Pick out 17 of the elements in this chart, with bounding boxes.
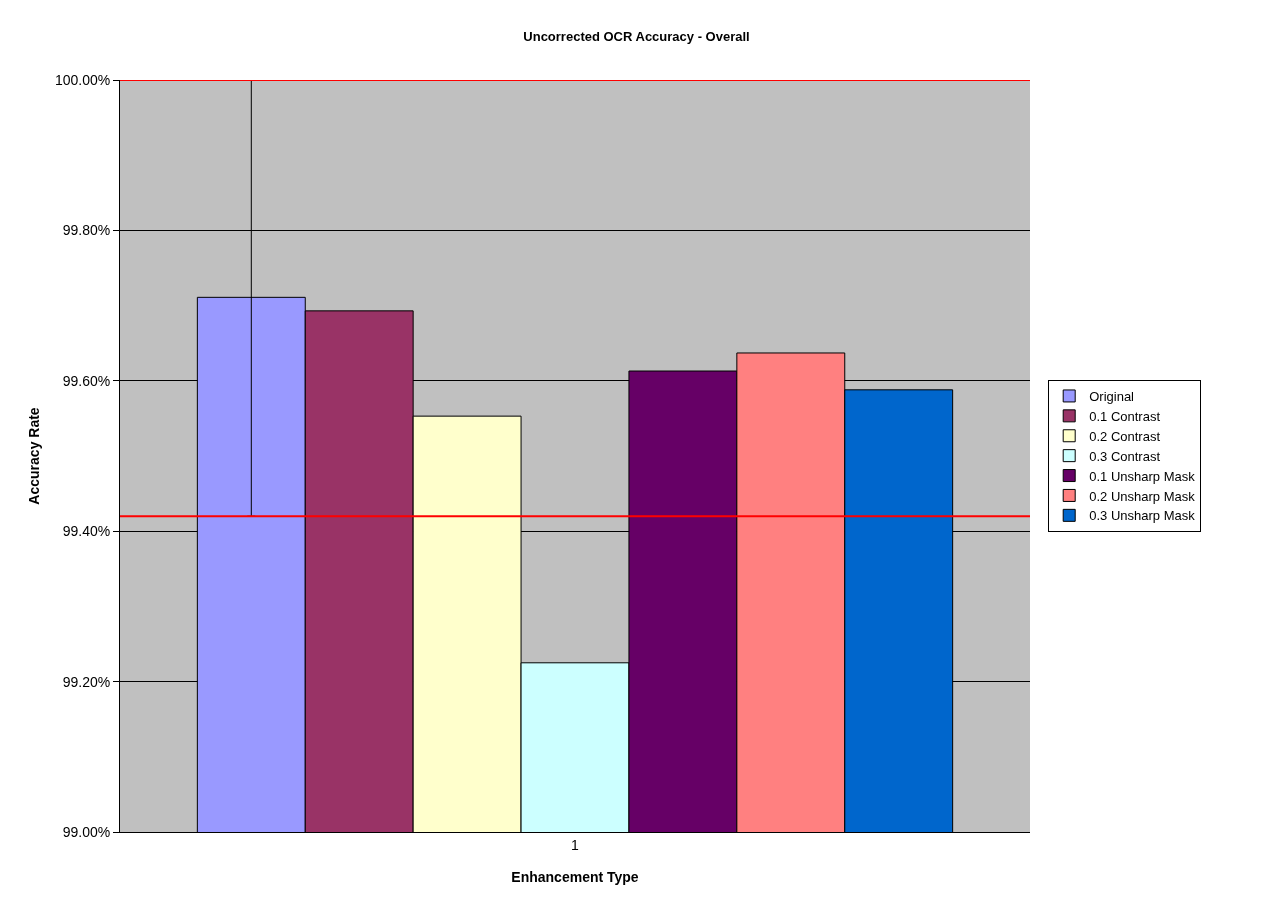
legend-label: Original bbox=[1089, 389, 1135, 405]
y-tick-label: 99.80% bbox=[62, 222, 111, 239]
chart-title: Uncorrected OCR Accuracy - Overall bbox=[523, 28, 750, 44]
legend-label: 0.2 Contrast bbox=[1089, 428, 1161, 444]
legend-label: 0.1 Contrast bbox=[1089, 408, 1161, 424]
y-tick-label: 99.60% bbox=[62, 372, 111, 389]
legend-label: 0.3 Contrast bbox=[1089, 448, 1161, 464]
y-tick-label: 100.00% bbox=[54, 71, 111, 88]
legend-label: 0.2 Unsharp Mask bbox=[1089, 488, 1196, 504]
y-axis-title: Accuracy Rate bbox=[25, 407, 42, 505]
x-axis-title: Enhancement Type bbox=[511, 869, 639, 886]
y-tick-label: 99.40% bbox=[62, 523, 111, 540]
y-tick-label: 99.20% bbox=[62, 673, 111, 690]
y-tick-label: 99.00% bbox=[62, 823, 111, 840]
x-tick-label: 1 bbox=[571, 836, 580, 853]
legend-label: 0.3 Unsharp Mask bbox=[1089, 508, 1196, 524]
legend-label: 0.1 Unsharp Mask bbox=[1089, 468, 1196, 484]
